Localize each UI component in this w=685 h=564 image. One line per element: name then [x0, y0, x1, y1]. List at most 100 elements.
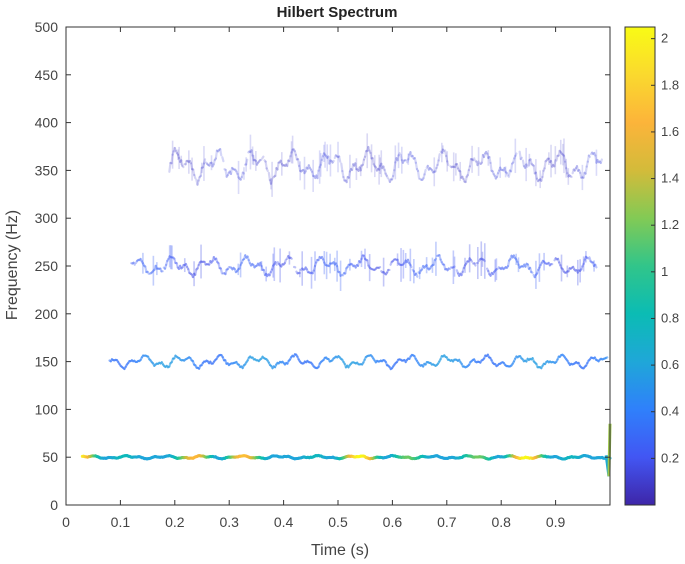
spectrum-segment	[493, 174, 497, 180]
spectrum-segment	[225, 268, 229, 271]
spectrum-segment	[468, 257, 472, 261]
spectrum-segment	[240, 258, 245, 265]
spectrum-segment	[248, 262, 253, 267]
spectrum-segment	[469, 258, 474, 263]
y-tick-label: 50	[42, 449, 58, 465]
spectrum-segment	[277, 262, 282, 267]
spectrum-segment	[572, 265, 576, 271]
spectrum-segment	[279, 159, 283, 165]
y-tick-label: 250	[35, 258, 59, 274]
spectrum-segment	[190, 273, 195, 279]
spectrum-segment	[138, 257, 142, 262]
spectrum-segment	[274, 167, 278, 177]
spectrum-segment	[316, 169, 320, 180]
spectrum-segment	[527, 266, 532, 270]
spectrum-segment	[175, 262, 179, 269]
spectrum-segment	[399, 153, 403, 162]
spectrum-segment	[247, 259, 251, 265]
spectrum-segment	[166, 257, 170, 262]
spectrum-segment	[219, 148, 223, 157]
spectrum-segment	[512, 254, 517, 260]
spectrum-segment	[184, 262, 189, 269]
spectrum-segment	[239, 176, 243, 181]
spectrum-segment	[489, 271, 493, 277]
y-tick-label: 150	[35, 354, 59, 370]
spectrum-segment	[408, 261, 412, 267]
spectrum-segment	[511, 254, 515, 259]
spectrum-segment	[212, 255, 217, 261]
spectrum-segment	[546, 261, 550, 265]
spectrum-segment	[572, 168, 576, 172]
spectrum-segment	[186, 159, 190, 164]
spectrum-segment	[139, 257, 143, 263]
spectrum-segment	[515, 258, 519, 263]
spectrum-segment	[313, 175, 317, 180]
spectrum-segment	[258, 261, 262, 267]
spectrum-segment	[556, 257, 561, 264]
spectrum-segment	[420, 264, 425, 271]
spectrum-segment	[308, 271, 312, 275]
spectrum-segment	[394, 258, 398, 261]
spectrum-segment	[366, 259, 370, 267]
spectrum-segment	[270, 264, 275, 271]
spectrum-segment	[470, 158, 475, 162]
spectrum-segment	[578, 169, 582, 174]
spectrum-segment	[237, 176, 241, 180]
spectrum-segment	[181, 263, 185, 269]
spectrum-segment	[372, 163, 376, 168]
spectrum-segment	[208, 260, 212, 266]
spectrum-segment	[591, 151, 595, 156]
spectrum-segment	[363, 257, 368, 261]
spectrum-segment	[330, 160, 334, 164]
spectrum-segment	[361, 158, 366, 166]
spectrum-segment	[506, 259, 511, 268]
spectrum-segment	[498, 166, 502, 172]
spectrum-segment	[595, 158, 599, 164]
spectrum-segment	[283, 163, 288, 167]
spectrum-segment	[199, 166, 203, 178]
spectrum-segment	[529, 266, 533, 274]
spectrum-segment	[535, 268, 540, 275]
spectrum-segment	[175, 151, 180, 156]
spectrum-segment	[251, 262, 255, 267]
y-tick-label: 0	[50, 497, 58, 513]
spectrum-segment	[383, 168, 387, 175]
spectrum-segment	[273, 261, 277, 266]
spectrum-segment	[317, 165, 321, 172]
spectrum-segment	[360, 254, 364, 260]
colorbar: 0.2 0.4 0.6 0.8 1 1.2 1.4 1.6 1.8 2	[624, 26, 679, 506]
spectrum-segment	[521, 159, 526, 168]
spectrum-segment	[385, 268, 390, 274]
x-tick-label: 0.1	[111, 514, 131, 530]
spectrum-segment	[255, 262, 260, 267]
spectrum-segment	[305, 166, 309, 170]
spectrum-segment	[502, 267, 506, 271]
spectrum-segment	[499, 266, 504, 271]
spectrum-segment	[285, 255, 290, 260]
spectrum-segment	[154, 264, 158, 270]
spectrum-segment	[294, 153, 299, 161]
spectrum-segment	[279, 264, 283, 268]
spectrum-segment	[455, 269, 460, 275]
spectrum-segment	[214, 149, 219, 160]
spectrum-segment	[303, 170, 307, 175]
spectrum-segment	[582, 258, 586, 266]
spectrum-segment	[463, 262, 468, 267]
spectrum-segment	[176, 266, 181, 271]
spectrum-segment	[232, 167, 236, 171]
colorbar-tick-label: 1.2	[661, 217, 679, 232]
spectrum-segment	[406, 258, 411, 265]
spectrum-segment	[242, 254, 247, 261]
spectrum-segment	[488, 273, 492, 277]
spectrum-segment	[336, 155, 341, 159]
spectrum-segment	[589, 260, 593, 264]
spectrum-segment	[366, 145, 370, 152]
spectrum-segment	[525, 163, 529, 168]
spectrum-segment	[480, 153, 485, 164]
spectrum-segment	[348, 262, 353, 266]
spectrum-segment	[170, 153, 174, 165]
spectrum-segment	[526, 263, 531, 270]
spectrum-segment	[282, 164, 287, 167]
spectrum-segment	[523, 163, 528, 169]
spectrum-segment	[599, 158, 603, 165]
